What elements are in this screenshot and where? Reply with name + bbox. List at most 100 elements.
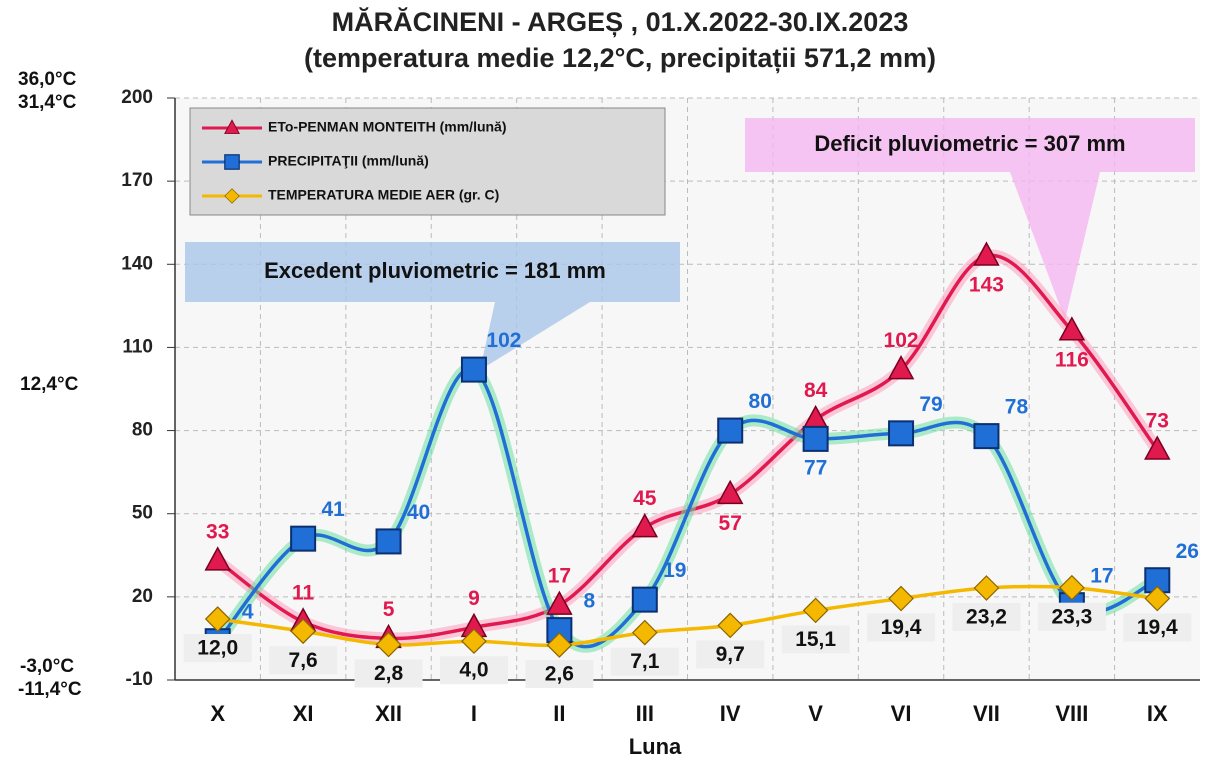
marker [888,420,915,447]
y-tick-label: 200 [121,87,153,108]
data-label: 4 [242,601,254,624]
y-tick-label: 140 [121,253,153,274]
marker [631,513,659,538]
marker [888,585,914,612]
y-tick-label: 170 [121,170,153,191]
x-tick-label: III [636,701,654,726]
x-tick-label: IX [1147,701,1168,726]
temperature-label: -11,4°C [18,679,82,700]
data-label-bg [354,659,423,688]
data-label: 7,6 [289,649,318,672]
x-axis-label: Luna [629,734,682,759]
x-tick-label: I [471,701,477,726]
data-label-bg [183,634,252,663]
data-label: 57 [719,512,742,535]
data-label: 80 [749,390,772,413]
legend-box [189,107,666,216]
data-label: 78 [1005,396,1029,419]
data-label: 2,6 [545,663,574,686]
x-tick-label: VII [973,701,1000,726]
marker [461,628,487,655]
data-label-bg [952,602,1021,631]
data-label: 4,0 [459,659,488,682]
marker [1144,585,1171,612]
marker [717,612,744,639]
data-label-bg [1123,613,1192,642]
data-label: 17 [548,565,571,588]
y-tick-label: -10 [126,669,153,690]
temperature-label: -3,0°C [20,656,74,677]
marker [802,425,829,452]
legend-label: PRECIPITAŢII (mm/lună) [268,153,429,169]
x-tick-label: XII [375,701,402,726]
x-tick-label: X [210,701,225,726]
data-label: 40 [407,501,430,524]
marker [204,606,231,632]
legend-marker [224,154,240,170]
data-label: 45 [633,487,657,510]
marker [973,575,1000,601]
x-tick-label: XI [293,701,314,726]
data-label: 2,8 [374,662,404,685]
data-label-bg [696,640,765,669]
data-label: 102 [884,329,919,352]
y-tick-label: 20 [132,586,153,607]
data-label: 9 [468,587,480,610]
data-label-bg [867,613,936,642]
marker [887,355,915,380]
data-label: 11 [292,581,315,604]
data-label: 19,4 [1137,616,1178,639]
data-label: 41 [321,498,345,521]
temperature-label: 36,0°C [18,69,77,90]
marker [375,528,402,555]
marker [973,241,1000,266]
marker [1058,316,1086,341]
data-label: 19 [663,559,686,582]
marker [802,597,829,624]
data-label-bg [781,625,850,654]
marker [631,619,658,646]
marker [460,356,487,383]
marker [290,618,316,645]
legend-marker [224,119,240,134]
marker [375,631,402,658]
data-label: 23,3 [1051,605,1092,628]
legend-marker [224,188,240,204]
data-label: 102 [486,329,521,352]
data-label: 7,1 [630,650,660,673]
data-label: 12,0 [197,637,238,660]
marker [204,546,231,571]
data-label-bg [269,646,338,675]
marker [973,423,1000,450]
x-tick-label: II [553,701,565,726]
data-label: 116 [1055,348,1089,371]
data-label: 5 [383,598,395,621]
y-tick-label: 50 [132,503,153,524]
marker [717,417,744,444]
annotation: Deficit pluviometric = 307 mm [814,131,1125,156]
marker [290,525,317,552]
temperature-label: 12,4°C [20,374,79,395]
x-tick-label: V [808,701,823,726]
chart-title: MĂRĂCINENI - ARGEȘ , 01.X.2022-30.IX.202… [332,6,909,37]
callout-shape [745,118,1195,320]
data-label: 15,1 [795,628,836,651]
data-label: 26 [1176,540,1199,563]
data-label-bg [525,660,594,689]
data-label: 33 [206,520,229,543]
marker [716,479,744,505]
marker [1144,435,1171,460]
data-label: 73 [1146,410,1169,433]
data-label: 9,7 [716,643,745,666]
marker [1059,574,1085,601]
data-label: 79 [919,393,942,416]
x-tick-label: IV [720,701,741,726]
temperature-label: 31,4°C [18,92,77,113]
chart-subtitle: (temperatura medie 12,2°C, precipitații … [304,43,936,73]
y-tick-label: 80 [132,420,153,441]
data-label-bg [1037,602,1106,631]
data-label-bg [610,647,679,676]
data-label: 8 [584,590,596,613]
callouts: Excedent pluviometric = 181 mm Deficit p… [185,118,1195,370]
marker [631,586,658,613]
